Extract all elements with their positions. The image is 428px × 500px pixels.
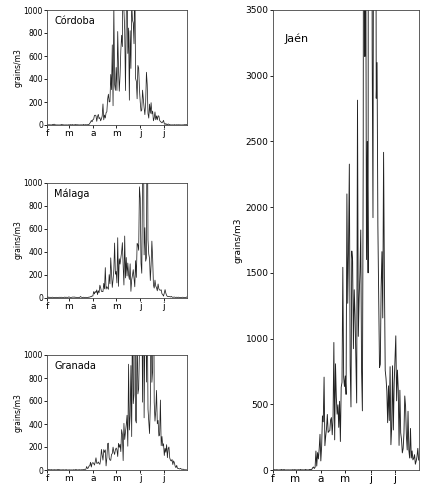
Text: Córdoba: Córdoba: [54, 16, 95, 26]
Y-axis label: grains/m3: grains/m3: [13, 393, 22, 432]
Y-axis label: grains/m3: grains/m3: [13, 220, 22, 260]
Text: Málaga: Málaga: [54, 188, 89, 198]
Text: Jaén: Jaén: [285, 33, 309, 43]
Y-axis label: grains/m3: grains/m3: [13, 48, 22, 87]
Y-axis label: grains/m3: grains/m3: [234, 217, 243, 263]
Text: Granada: Granada: [54, 360, 96, 370]
